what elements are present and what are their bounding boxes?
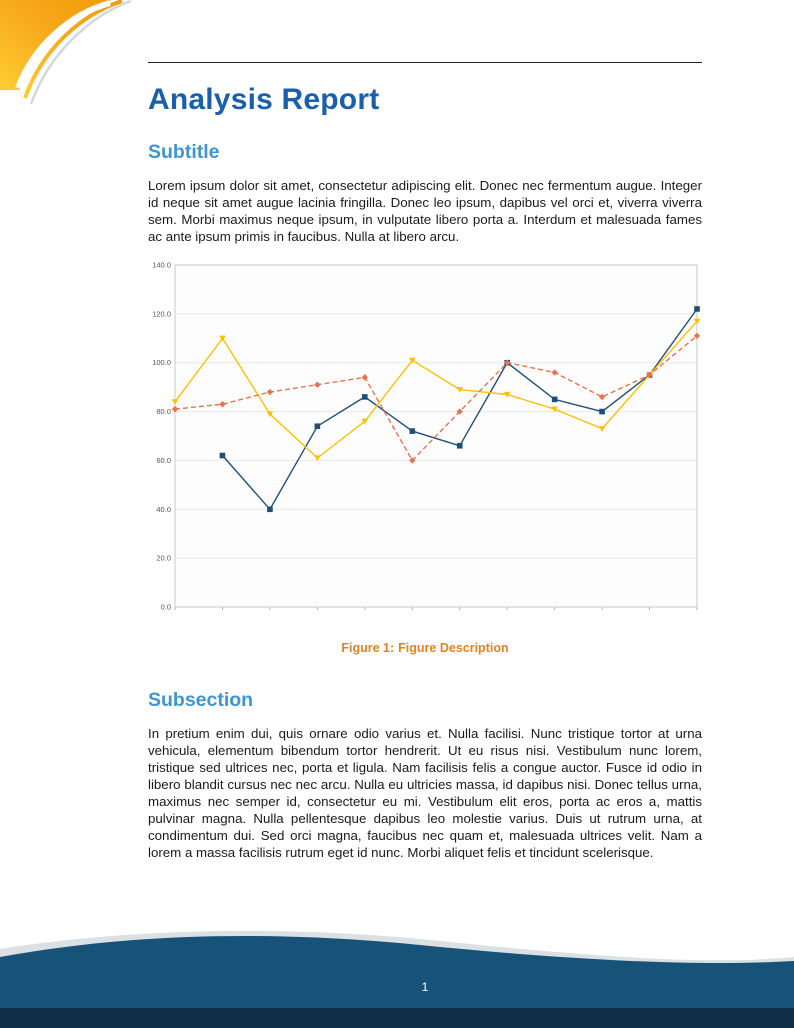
svg-text:40.0: 40.0: [156, 505, 171, 514]
svg-text:120.0: 120.0: [152, 309, 171, 318]
figure-caption: Figure 1: Figure Description: [148, 641, 702, 655]
footer-dark-strip: [0, 1008, 794, 1028]
section-heading-subtitle: Subtitle: [148, 141, 220, 163]
svg-text:0.0: 0.0: [161, 603, 171, 612]
page-content: Analysis Report Subtitle Lorem ipsum dol…: [148, 62, 702, 861]
svg-text:60.0: 60.0: [156, 456, 171, 465]
svg-text:80.0: 80.0: [156, 407, 171, 416]
svg-text:20.0: 20.0: [156, 554, 171, 563]
line-chart: 0.0 20.0 40.0 60.0 80.0 100.0 120.0 140.0: [152, 261, 701, 612]
header-rule: [148, 62, 702, 63]
footer-wave-decoration: [0, 930, 794, 1028]
section-heading-subsection: Subsection: [148, 689, 254, 711]
page-number: 1: [421, 980, 429, 994]
figure-block: 0.0 20.0 40.0 60.0 80.0 100.0 120.0 140.0 Figur…: [148, 259, 702, 655]
corner-gray-arc: [29, 0, 132, 105]
footer-navy-wave: [0, 935, 794, 1028]
figure-caption-label: Figure 1:: [341, 641, 395, 655]
paragraph-intro: Lorem ipsum dolor sit amet, consectetur …: [148, 178, 702, 244]
corner-white-crescent: [15, 0, 111, 90]
figure-caption-text: Figure Description: [398, 641, 509, 655]
page-title: Analysis Report: [148, 83, 380, 116]
corner-swoosh-decoration: [0, 0, 132, 105]
svg-text:100.0: 100.0: [152, 358, 171, 367]
paragraph-subsection: In pretium enim dui, quis ornare odio va…: [148, 726, 702, 860]
svg-text:140.0: 140.0: [152, 261, 171, 270]
